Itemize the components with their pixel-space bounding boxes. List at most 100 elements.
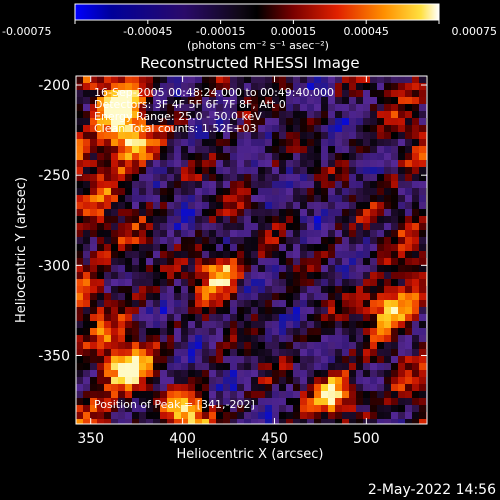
heatmap-cell — [223, 118, 231, 126]
heatmap-cell — [251, 118, 259, 126]
heatmap-cell — [286, 146, 294, 154]
heatmap-cell — [209, 370, 217, 378]
heatmap-cell — [370, 335, 378, 343]
heatmap-cell — [174, 195, 182, 203]
heatmap-cell — [167, 342, 175, 350]
heatmap-cell — [195, 349, 203, 357]
heatmap-cell — [370, 412, 378, 420]
heatmap-cell — [356, 251, 364, 259]
heatmap-cell — [251, 356, 259, 364]
heatmap-cell — [251, 146, 259, 154]
heatmap-cell — [76, 167, 84, 175]
heatmap-cell — [118, 111, 126, 119]
heatmap-cell — [111, 209, 119, 217]
heatmap-cell — [307, 125, 315, 133]
heatmap-cell — [125, 230, 133, 238]
heatmap-cell — [118, 307, 126, 315]
heatmap-cell — [188, 286, 196, 294]
heatmap-cell — [377, 286, 385, 294]
heatmap-cell — [104, 356, 112, 364]
heatmap-cell — [398, 153, 406, 161]
heatmap-cell — [363, 146, 371, 154]
heatmap-cell — [230, 181, 238, 189]
heatmap-cell — [188, 419, 196, 424]
heatmap-cell — [279, 223, 287, 231]
heatmap-cell — [398, 363, 406, 371]
heatmap-cell — [132, 335, 140, 343]
heatmap-cell — [216, 202, 224, 210]
x-tick-label: 450 — [261, 431, 288, 447]
heatmap-cell — [125, 146, 133, 154]
heatmap-cell — [237, 76, 245, 84]
heatmap-cell — [195, 146, 203, 154]
heatmap-cell — [321, 293, 329, 301]
heatmap-cell — [195, 356, 203, 364]
heatmap-cell — [111, 195, 119, 203]
heatmap-cell — [174, 307, 182, 315]
heatmap-cell — [209, 216, 217, 224]
heatmap-cell — [153, 307, 161, 315]
heatmap-cell — [181, 370, 189, 378]
heatmap-cell — [104, 419, 112, 424]
heatmap-cell — [188, 153, 196, 161]
heatmap-cell — [370, 405, 378, 413]
heatmap-cell — [230, 160, 238, 168]
heatmap-cell — [321, 230, 329, 238]
heatmap-cell — [349, 139, 357, 147]
heatmap-cell — [321, 363, 329, 371]
heatmap-cell — [258, 258, 266, 266]
heatmap-cell — [363, 202, 371, 210]
heatmap-cell — [174, 83, 182, 91]
heatmap-cell — [335, 356, 343, 364]
heatmap-cell — [279, 398, 287, 406]
heatmap-cell — [258, 104, 266, 112]
heatmap-cell — [314, 405, 322, 413]
heatmap-cell — [314, 83, 322, 91]
heatmap-cell — [244, 139, 252, 147]
heatmap-cell — [384, 328, 392, 336]
heatmap-cell — [188, 251, 196, 259]
heatmap-cell — [342, 195, 350, 203]
heatmap-cell — [209, 230, 217, 238]
heatmap-cell — [188, 237, 196, 245]
heatmap-cell — [398, 216, 406, 224]
heatmap-cell — [244, 209, 252, 217]
heatmap-cell — [174, 118, 182, 126]
heatmap-cell — [363, 174, 371, 182]
heatmap-cell — [279, 370, 287, 378]
heatmap-cell — [195, 405, 203, 413]
heatmap-cell — [174, 349, 182, 357]
heatmap-cell — [335, 391, 343, 399]
heatmap-cell — [419, 377, 427, 385]
heatmap-cell — [104, 237, 112, 245]
heatmap-cell — [419, 419, 427, 424]
heatmap-cell — [237, 279, 245, 287]
heatmap-cell — [237, 405, 245, 413]
heatmap-cell — [188, 104, 196, 112]
heatmap-cell — [258, 321, 266, 329]
heatmap-cell — [370, 97, 378, 105]
heatmap-cell — [363, 118, 371, 126]
heatmap-cell — [237, 139, 245, 147]
heatmap-cell — [398, 384, 406, 392]
heatmap-cell — [258, 223, 266, 231]
heatmap-cell — [321, 125, 329, 133]
heatmap-cell — [139, 328, 147, 336]
heatmap-cell — [328, 405, 336, 413]
heatmap-cell — [265, 265, 273, 273]
heatmap-cell — [321, 76, 329, 84]
heatmap-cell — [258, 160, 266, 168]
heatmap-cell — [419, 251, 427, 259]
heatmap-cell — [104, 195, 112, 203]
heatmap-cell — [419, 90, 427, 98]
heatmap-cell — [104, 167, 112, 175]
heatmap-cell — [202, 272, 210, 280]
heatmap-cell — [216, 419, 224, 424]
heatmap-cell — [125, 76, 133, 84]
heatmap-cell — [230, 391, 238, 399]
heatmap-cell — [237, 195, 245, 203]
heatmap-cell — [97, 209, 105, 217]
heatmap-cell — [83, 405, 91, 413]
heatmap-cell — [293, 272, 301, 280]
heatmap-cell — [153, 335, 161, 343]
